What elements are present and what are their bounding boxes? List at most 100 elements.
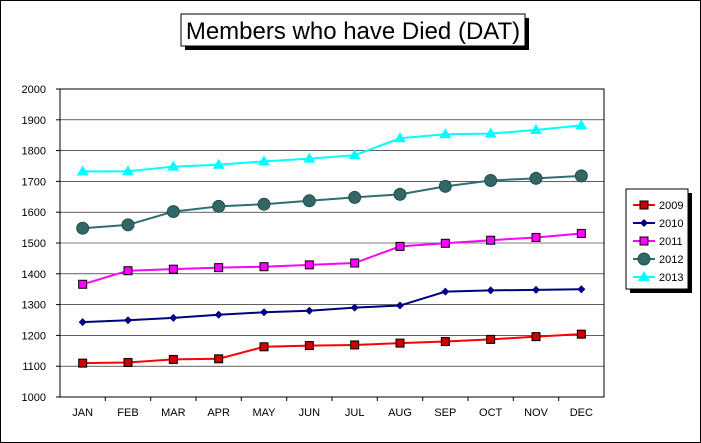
y-tick-label: 1300 (22, 300, 46, 312)
data-point-2010 (396, 301, 404, 310)
data-point-2009 (214, 354, 224, 364)
data-point-2013 (394, 132, 406, 143)
data-point-2013 (76, 165, 89, 176)
data-point-2012 (529, 171, 543, 185)
chart-title-box: Members who have Died (DAT) (180, 13, 529, 50)
x-tick-label: MAY (252, 407, 276, 419)
data-point-2012 (438, 179, 452, 193)
y-tick-label: 1900 (22, 115, 46, 127)
data-point-2009 (78, 358, 88, 368)
x-tick-label: JUL (345, 407, 365, 419)
data-point-2011 (576, 228, 586, 238)
data-point-2013 (212, 158, 225, 169)
data-point-2010 (78, 318, 87, 327)
data-point-2011 (304, 260, 314, 270)
legend-label: 2009 (659, 200, 683, 212)
legend-marker (639, 236, 649, 246)
series-line-2013 (82, 124, 582, 173)
data-point-2009 (304, 341, 314, 351)
data-point-2013 (530, 123, 542, 134)
legend-item-2011: 2011 (633, 236, 683, 248)
legend-item-2009: 2009 (633, 200, 683, 212)
series-layer (76, 119, 588, 368)
data-point-2012 (393, 187, 407, 201)
legend-item-2010: 2010 (633, 218, 683, 230)
data-point-2009 (531, 332, 541, 342)
series-2010 (78, 285, 586, 327)
data-point-2010 (305, 306, 314, 315)
data-point-2012 (484, 173, 498, 187)
data-point-2013 (122, 165, 134, 176)
data-point-2011 (531, 232, 541, 242)
legend-marker (638, 271, 650, 281)
x-tick-label: OCT (479, 407, 503, 419)
legend-item-2012: 2012 (633, 252, 683, 266)
data-point-2012 (257, 197, 271, 211)
data-point-2012 (76, 221, 90, 235)
x-tick-label: SEP (434, 407, 456, 419)
data-point-2011 (123, 266, 133, 276)
data-point-2012 (348, 190, 362, 204)
data-point-2012 (121, 218, 135, 232)
x-tick-label: JAN (72, 407, 93, 419)
x-tick-label: FEB (117, 407, 138, 419)
data-point-2009 (486, 334, 496, 344)
data-point-2012 (212, 199, 226, 213)
series-line-2009 (82, 333, 582, 365)
gridlines (60, 119, 604, 367)
y-tick-label: 1400 (22, 269, 46, 281)
data-point-2013 (258, 155, 270, 166)
y-tick-label: 1500 (22, 238, 46, 250)
data-point-2010 (124, 316, 132, 325)
y-tick-label: 1000 (22, 392, 46, 404)
data-point-2011 (168, 264, 178, 274)
data-point-2010 (486, 286, 495, 295)
x-tick-label: DEC (570, 407, 593, 419)
data-point-2011 (259, 262, 269, 272)
data-point-2012 (166, 205, 180, 219)
data-point-2012 (574, 169, 588, 183)
x-tick-label: APR (207, 407, 230, 419)
data-point-2011 (214, 263, 224, 273)
legend-label: 2010 (659, 218, 683, 230)
x-axis: JAN FEB MAR APR MAY JUN JUL AUG SEP OCT NOV DEC (72, 397, 593, 419)
data-point-2010 (441, 287, 450, 296)
data-point-2011 (395, 241, 405, 251)
series-line-2012 (82, 174, 582, 230)
series-2012 (76, 169, 588, 235)
legend-item-2013: 2013 (633, 271, 683, 284)
data-point-2013 (303, 152, 316, 163)
data-point-2011 (350, 258, 360, 268)
data-point-2013 (348, 149, 361, 160)
data-point-2013 (484, 127, 497, 138)
x-tick-label: AUG (388, 407, 412, 419)
data-point-2012 (302, 194, 316, 208)
data-point-2010 (532, 285, 540, 294)
legend-marker (637, 252, 651, 266)
chart-title: Members who have Died (DAT) (186, 18, 520, 45)
legend-label: 2013 (659, 272, 683, 284)
title-frame (180, 13, 526, 47)
series-line-2011 (82, 232, 582, 286)
data-point-2011 (486, 235, 496, 245)
y-tick-label: 1600 (22, 207, 46, 219)
data-point-2010 (350, 303, 359, 312)
data-point-2009 (576, 329, 586, 339)
data-point-2009 (440, 337, 450, 347)
x-tick-label: MAR (161, 407, 186, 419)
data-point-2009 (123, 358, 133, 368)
series-2013 (76, 119, 588, 176)
legend: 2009 2010 2011 2012 2013 (625, 188, 692, 293)
y-tick-label: 1200 (22, 330, 46, 342)
data-point-2009 (350, 340, 360, 350)
data-point-2009 (395, 338, 405, 348)
data-point-2011 (78, 279, 88, 289)
data-point-2010 (577, 285, 586, 294)
legend-marker (639, 200, 649, 210)
y-tick-label: 1100 (22, 361, 46, 373)
x-tick-label: JUN (299, 407, 320, 419)
y-tick-label: 2000 (22, 84, 46, 96)
legend-marker (640, 219, 648, 227)
